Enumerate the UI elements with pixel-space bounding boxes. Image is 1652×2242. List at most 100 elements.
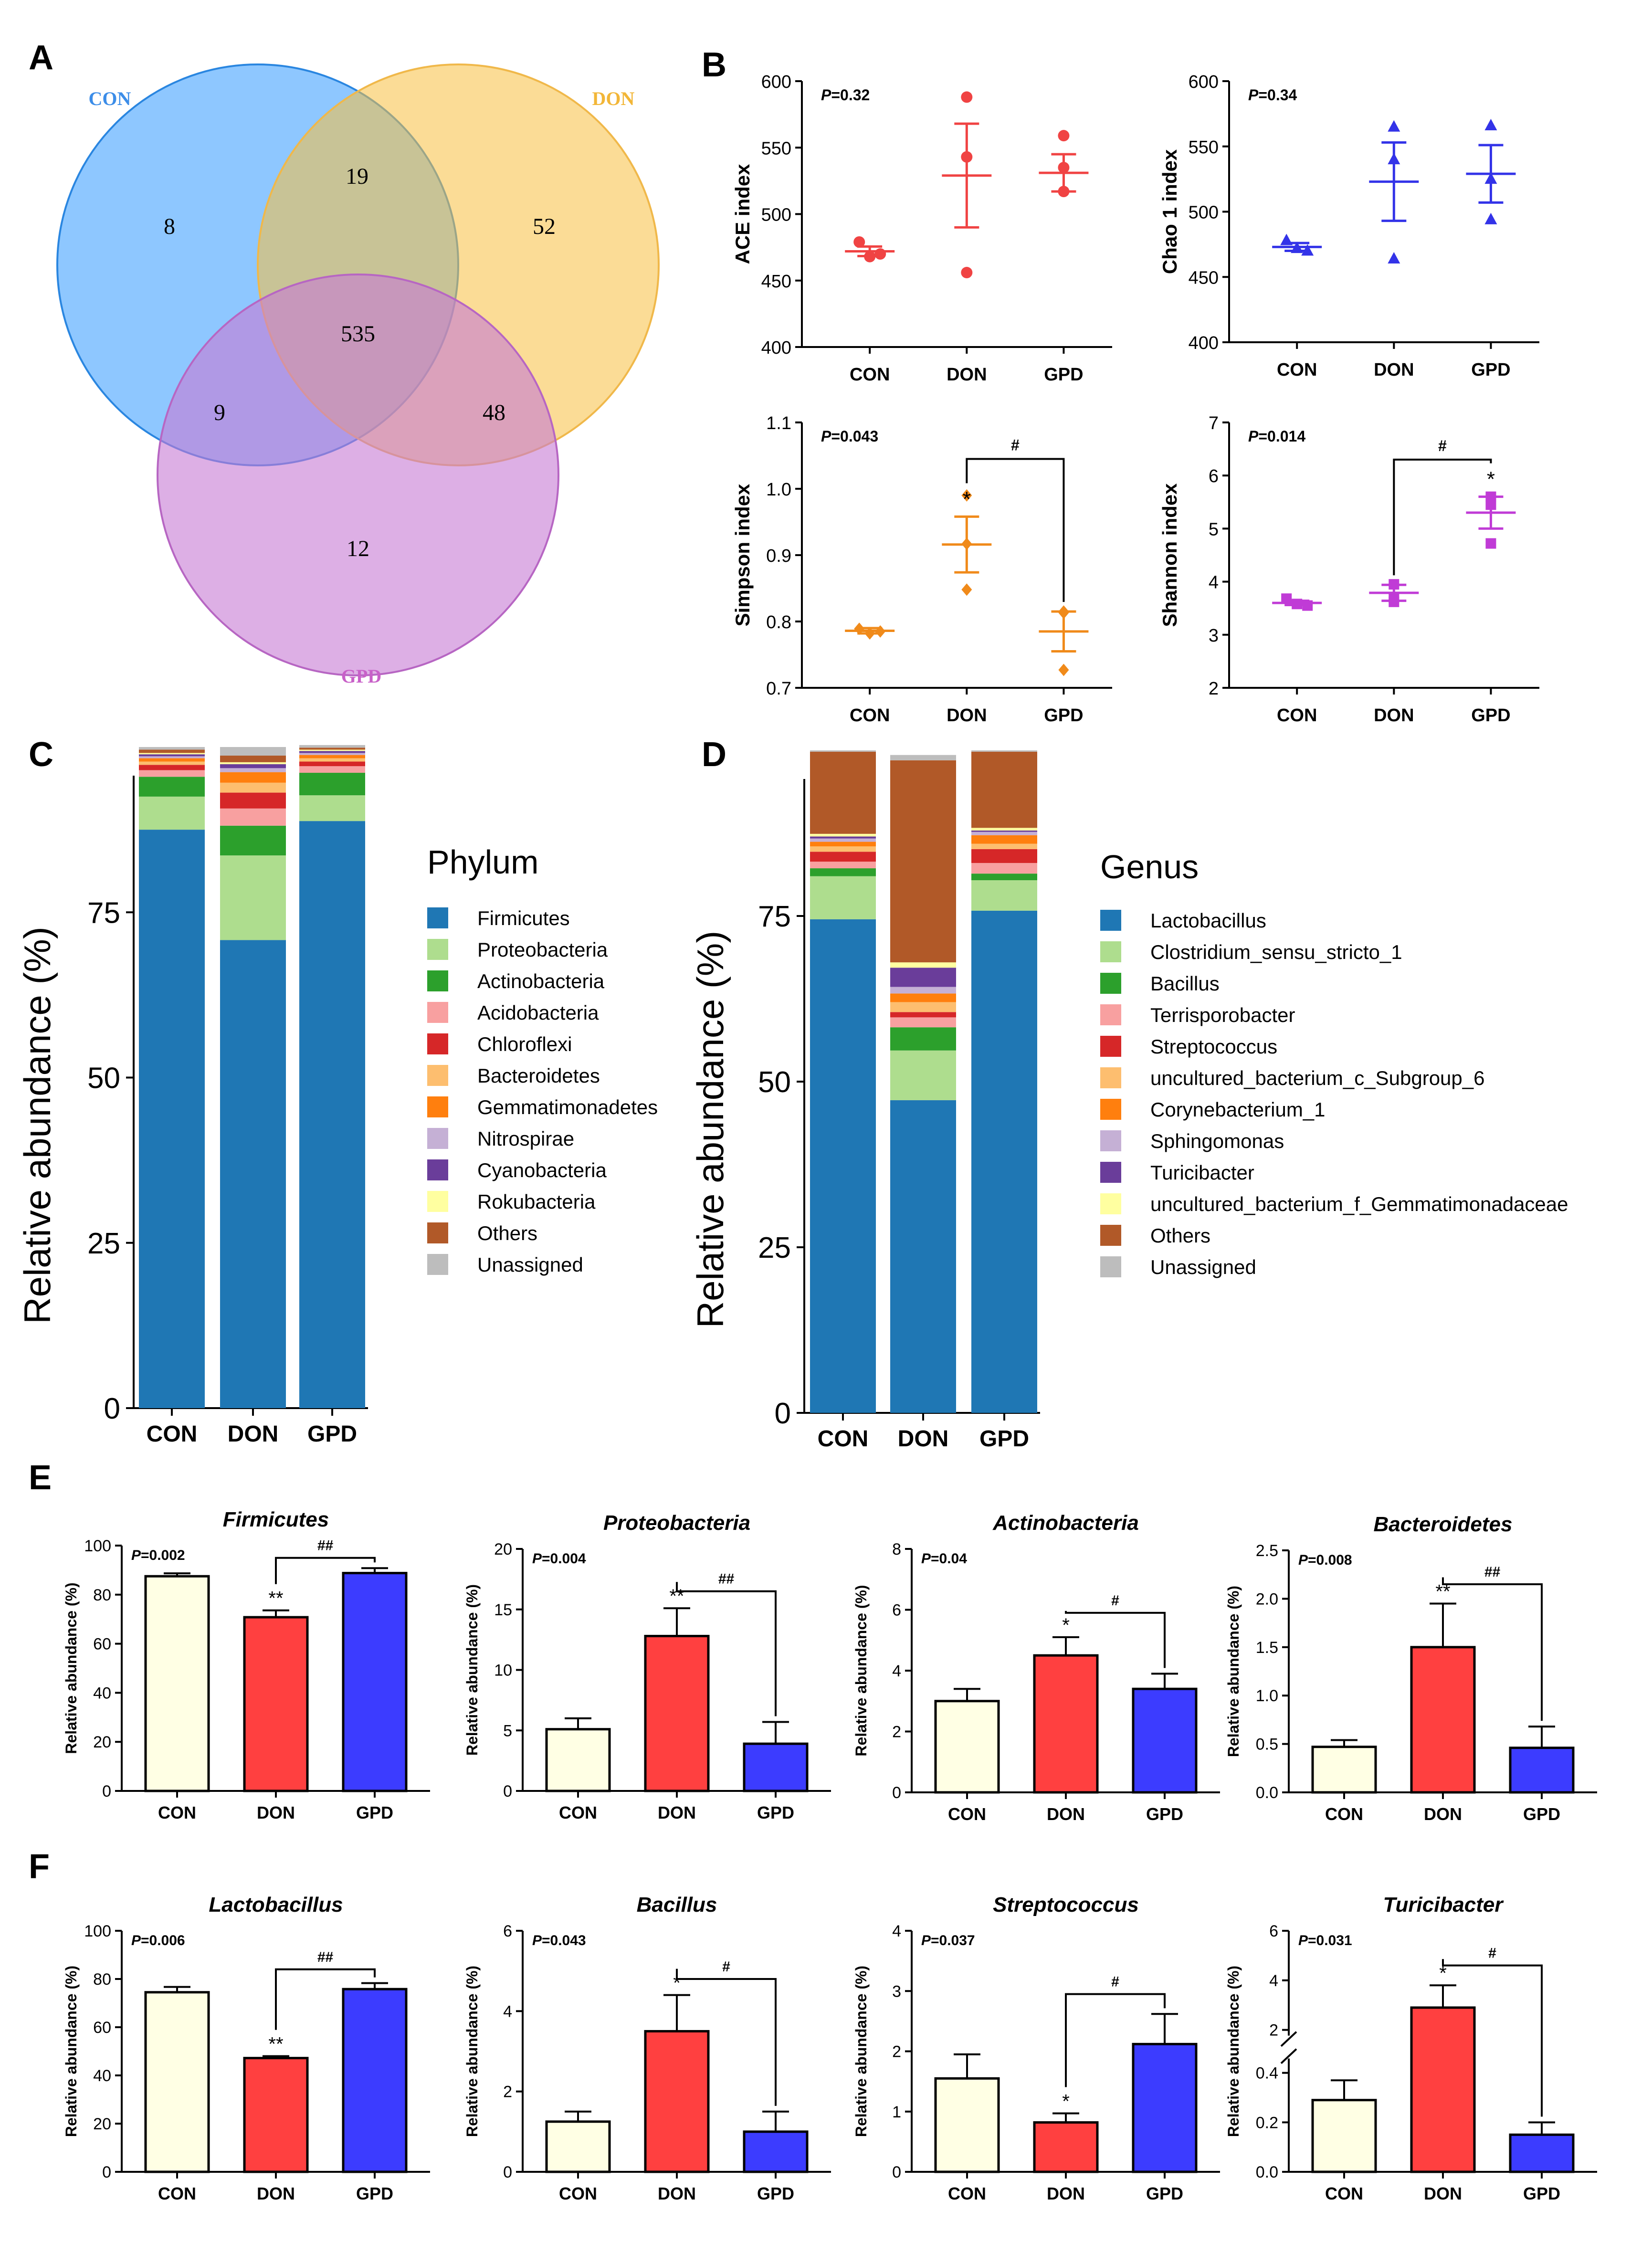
bar-segment: [971, 830, 1037, 832]
bar: [1033, 2121, 1099, 2173]
significance-bracket: [676, 1968, 777, 2106]
significance-bracket: [275, 1557, 376, 1584]
data-point: [1058, 162, 1070, 174]
bar: [545, 2120, 611, 2173]
x-tick-label: GPD: [757, 2184, 794, 2203]
legend-swatch: [1100, 1130, 1121, 1151]
bar-segment: [299, 821, 365, 1408]
legend-label: Turicibacter: [1150, 1161, 1254, 1184]
legend-swatch: [427, 1128, 448, 1149]
legend-label: uncultured_bacterium_f_Gemmatimonadaceae: [1150, 1193, 1568, 1215]
legend-label: Cyanobacteria: [477, 1159, 607, 1181]
significance-star: *: [673, 1973, 681, 1994]
legend-swatch: [427, 1065, 448, 1086]
p-value-label: P=0.008: [1298, 1552, 1352, 1568]
bar-segment: [971, 832, 1037, 835]
legend-label: Gemmatimonadetes: [477, 1096, 658, 1118]
y-tick-label: 25: [87, 1227, 120, 1260]
y-axis-title: Relative abundance (%): [16, 926, 58, 1324]
bar: [1132, 1687, 1198, 1794]
p-value-label: P=0.043: [532, 1933, 586, 1948]
y-tick-label: 2: [892, 1723, 901, 1741]
y-tick-label: 0: [102, 2163, 111, 2181]
x-tick-label: DON: [1424, 1804, 1462, 1824]
bar-segment: [810, 833, 876, 837]
legend-swatch: [427, 1191, 448, 1212]
bar-segment: [890, 755, 956, 760]
x-tick-label: CON: [850, 705, 890, 726]
y-tick-label: 2: [892, 2043, 901, 2061]
bar-segment: [890, 968, 956, 987]
y-tick-label: 0.0: [1256, 2163, 1278, 2181]
venn-label-con: CON: [89, 88, 131, 109]
y-axis-title: Shannon index: [1158, 483, 1181, 627]
x-tick-label: GPD: [757, 1803, 794, 1822]
y-tick-label: 6: [1269, 1922, 1278, 1940]
significance-bracket: [676, 1582, 777, 1716]
x-tick-label: CON: [850, 365, 890, 385]
venn-label-gpd: GPD: [341, 665, 381, 687]
venn-count-don-only: 52: [533, 214, 556, 239]
y-tick-label: 550: [761, 138, 791, 158]
simpson-index-chart: 0.7 0.8 0.9 1.0 1.1 CON DON GPD Simpson index P=0…: [731, 413, 1112, 726]
y-tick-label: 450: [1189, 268, 1219, 288]
data-point: [1058, 186, 1070, 198]
legend-label: Unassigned: [1150, 1256, 1256, 1278]
bar: [934, 2077, 1000, 2173]
bar: [743, 2130, 809, 2173]
streptococcus-bar-chart: 0 1 2 3 4 Relative abundance (%) Streptococcus…: [852, 1893, 1220, 2203]
chart-title: Actinobacteria: [992, 1511, 1139, 1535]
bar-segment: [220, 825, 286, 856]
actinobacteria-bar-chart: 0 2 4 6 8 Relative abundance (%) Actinobacteri…: [852, 1511, 1220, 1824]
y-tick-label: 15: [494, 1601, 512, 1619]
data-point: [1291, 242, 1304, 253]
p-value-label: P=0.34: [1248, 86, 1297, 104]
y-tick-label: 75: [87, 896, 120, 929]
legend-swatch: [1100, 1099, 1121, 1120]
y-tick-label: 500: [761, 205, 791, 225]
x-tick-label: CON: [1277, 705, 1317, 726]
x-tick-label: CON: [948, 1804, 986, 1824]
y-tick-label: 10: [494, 1662, 512, 1680]
data-point: [1484, 118, 1497, 130]
bar-segment: [971, 880, 1037, 911]
data-point: [961, 151, 973, 163]
bracket-label: #: [1438, 437, 1447, 454]
data-point: [874, 248, 886, 260]
x-tick-label: GPD: [1471, 705, 1510, 726]
data-point: [1388, 252, 1400, 263]
bar-segment: [971, 910, 1037, 1413]
venn-count-con-only: 8: [164, 214, 175, 239]
x-tick-label: CON: [158, 1803, 196, 1822]
bar: [743, 1742, 809, 1792]
legend-label: Rokubacteria: [477, 1190, 596, 1213]
x-tick-label: DON: [1424, 2184, 1462, 2203]
bar-segment: [299, 761, 365, 767]
data-point: [864, 251, 876, 263]
y-tick-label: 100: [84, 1922, 111, 1940]
venn-count-don-gpd: 48: [483, 400, 505, 425]
y-tick-label: 5: [503, 1722, 512, 1740]
data-point: [1058, 130, 1070, 142]
bar-segment: [810, 868, 876, 876]
legend-label: Terrisporobacter: [1150, 1004, 1295, 1026]
bracket-label: #: [1011, 436, 1020, 453]
data-point: [875, 625, 886, 638]
bar-segment: [810, 838, 876, 842]
legend-swatch: [427, 1159, 448, 1180]
venn-count-con-don: 19: [346, 164, 368, 189]
x-tick-label: DON: [1374, 705, 1414, 726]
panel-label-a: A: [29, 39, 53, 77]
y-tick-label: 3: [1209, 626, 1219, 646]
axis-break-mark: [1280, 2048, 1297, 2064]
legend-swatch: [427, 1096, 448, 1117]
x-tick-label: CON: [818, 1426, 869, 1452]
legend-label: Clostridium_sensu_stricto_1: [1150, 941, 1402, 963]
shannon-index-chart: 2 3 4 5 6 7 CON DON GPD Shannon index P=0.014 * #: [1158, 413, 1539, 726]
x-tick-label: CON: [1325, 1804, 1363, 1824]
bar-segment: [890, 1012, 956, 1018]
x-tick-label: GPD: [1471, 360, 1510, 380]
y-tick-label: 20: [93, 1733, 111, 1751]
significance-bracket: [275, 1968, 376, 2030]
data-point: [1302, 600, 1313, 611]
